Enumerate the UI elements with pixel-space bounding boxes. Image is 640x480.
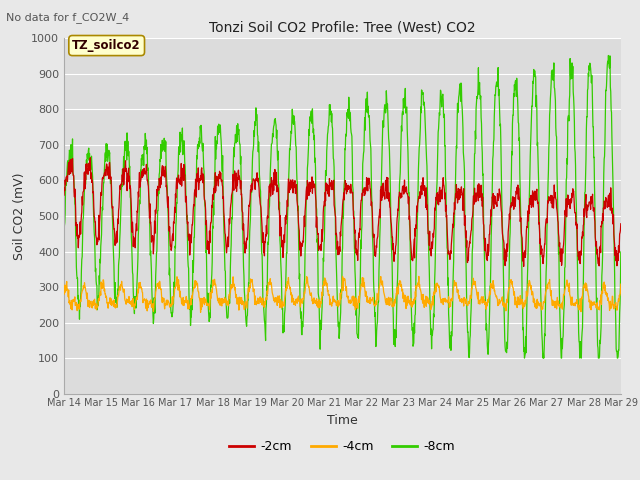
Y-axis label: Soil CO2 (mV): Soil CO2 (mV) xyxy=(13,172,26,260)
Text: TZ_soilco2: TZ_soilco2 xyxy=(72,39,141,52)
Text: No data for f_CO2W_4: No data for f_CO2W_4 xyxy=(6,12,130,23)
Legend: -2cm, -4cm, -8cm: -2cm, -4cm, -8cm xyxy=(225,435,460,458)
X-axis label: Time: Time xyxy=(327,414,358,427)
Title: Tonzi Soil CO2 Profile: Tree (West) CO2: Tonzi Soil CO2 Profile: Tree (West) CO2 xyxy=(209,21,476,35)
